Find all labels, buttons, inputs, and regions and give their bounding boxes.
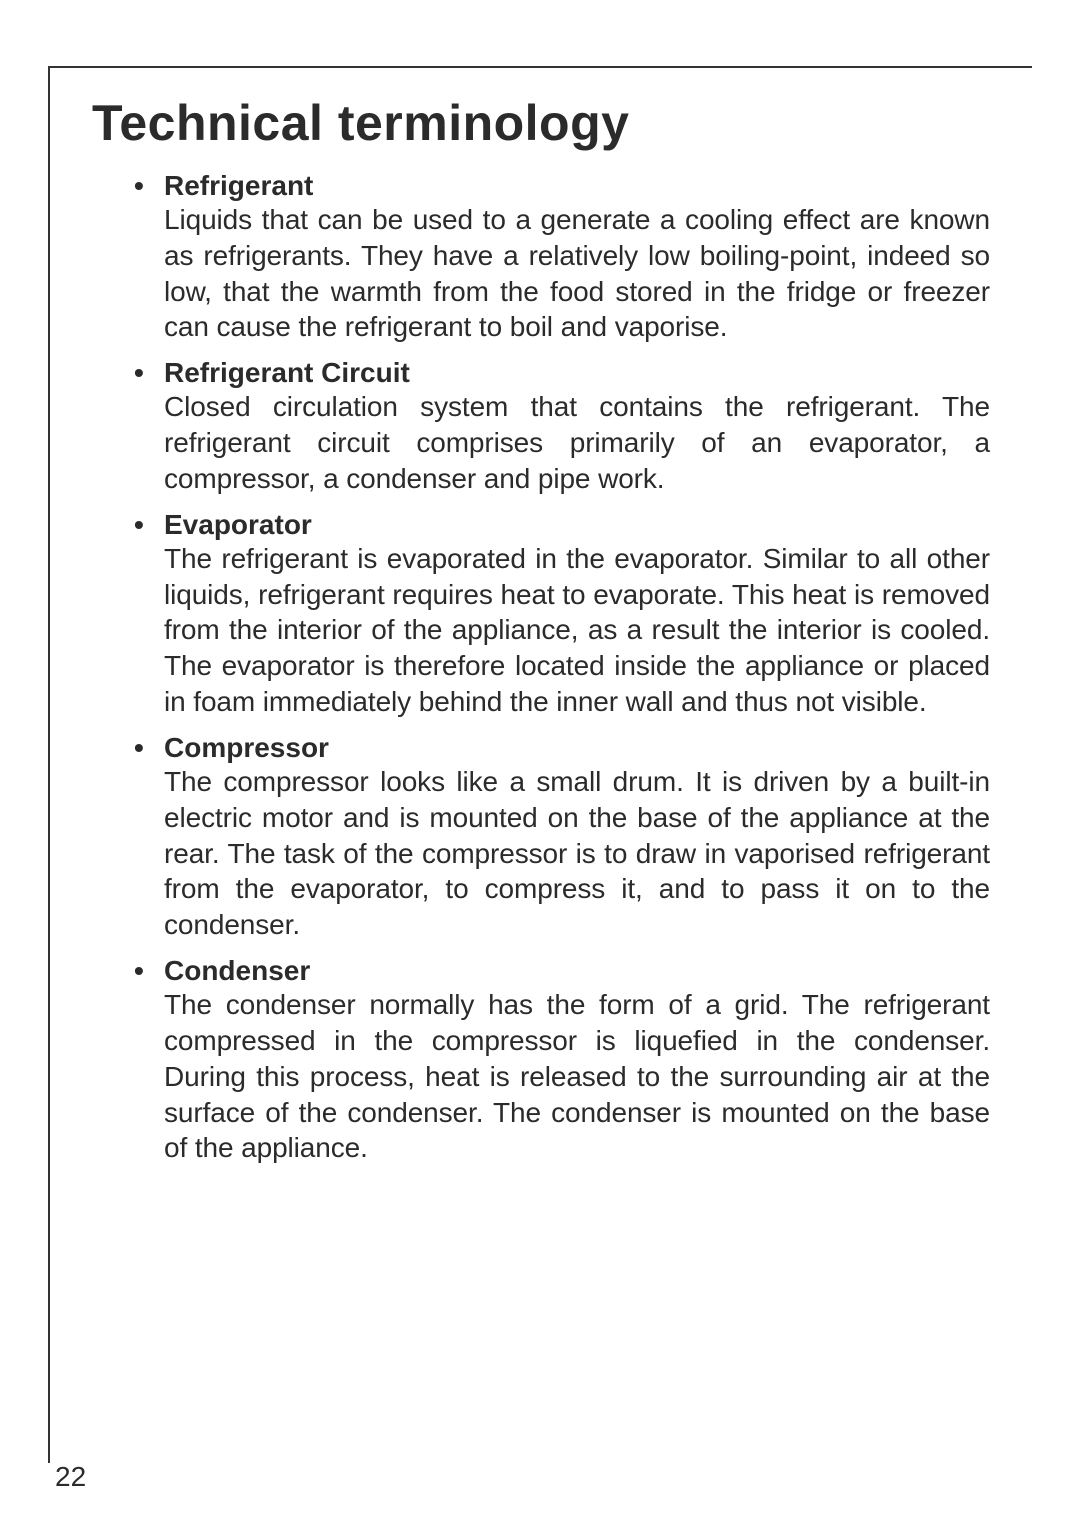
term-body: The refrigerant is evaporated in the eva…: [164, 541, 990, 720]
term-row: • Compressor: [164, 732, 990, 764]
term-body: Closed circulation system that contains …: [164, 389, 990, 496]
bullet-icon: •: [134, 357, 164, 389]
term-title: Refrigerant Circuit: [164, 357, 410, 389]
term-row: • Refrigerant Circuit: [164, 357, 990, 389]
page-number: 22: [55, 1461, 86, 1493]
term-row: • Refrigerant: [164, 170, 990, 202]
term-item: • Evaporator The refrigerant is evaporat…: [164, 509, 990, 720]
term-row: • Condenser: [164, 955, 990, 987]
page-title: Technical terminology: [92, 94, 990, 152]
bullet-icon: •: [134, 170, 164, 202]
term-body: The compressor looks like a small drum. …: [164, 764, 990, 943]
term-list: • Refrigerant Liquids that can be used t…: [92, 170, 990, 1166]
term-item: • Refrigerant Circuit Closed circulation…: [164, 357, 990, 496]
term-title: Evaporator: [164, 509, 312, 541]
term-item: • Compressor The compressor looks like a…: [164, 732, 990, 943]
term-item: • Refrigerant Liquids that can be used t…: [164, 170, 990, 345]
bullet-icon: •: [134, 509, 164, 541]
term-title: Compressor: [164, 732, 329, 764]
term-title: Refrigerant: [164, 170, 313, 202]
page-content: Technical terminology • Refrigerant Liqu…: [50, 68, 1032, 1166]
term-body: Liquids that can be used to a generate a…: [164, 202, 990, 345]
term-item: • Condenser The condenser normally has t…: [164, 955, 990, 1166]
term-body: The condenser normally has the form of a…: [164, 987, 990, 1166]
bullet-icon: •: [134, 955, 164, 987]
term-row: • Evaporator: [164, 509, 990, 541]
page-frame: Technical terminology • Refrigerant Liqu…: [48, 66, 1032, 1463]
term-title: Condenser: [164, 955, 310, 987]
bullet-icon: •: [134, 732, 164, 764]
